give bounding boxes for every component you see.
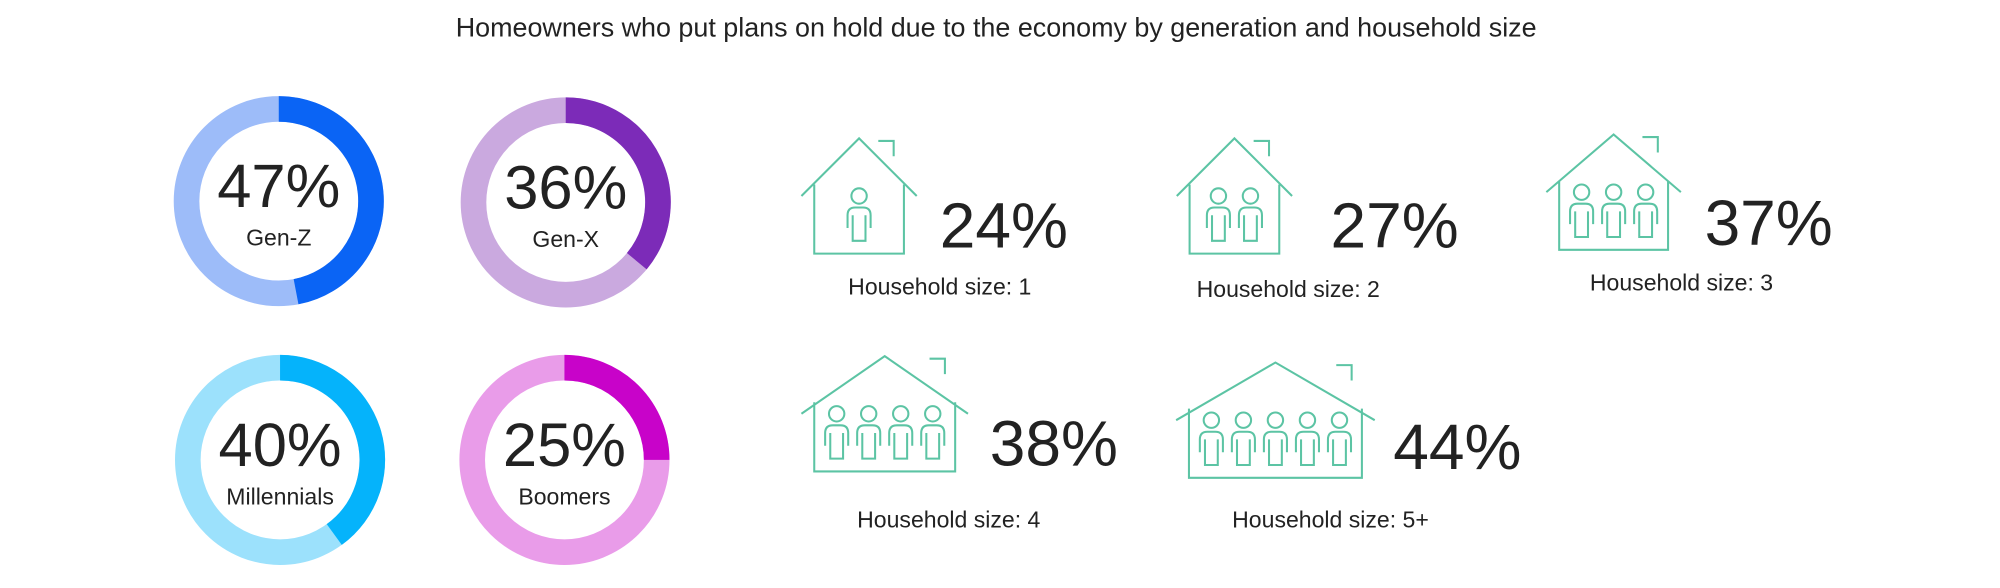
house-outline xyxy=(1175,361,1376,479)
person-head xyxy=(1604,183,1623,201)
stat-label: Household size: 4 xyxy=(857,506,1040,532)
stat-value: 44% xyxy=(1393,411,1521,483)
person-head xyxy=(1241,187,1260,205)
person-head xyxy=(827,405,846,423)
donut-arc xyxy=(564,354,670,461)
donut-label: Boomers xyxy=(518,483,610,509)
stat-value: 38% xyxy=(990,407,1118,479)
person-body xyxy=(1198,430,1224,467)
person-head xyxy=(859,405,878,423)
person-body xyxy=(1262,430,1288,467)
house-icon xyxy=(1175,361,1376,479)
stat-value: 24% xyxy=(940,190,1068,262)
person-body xyxy=(824,424,850,460)
house-outline xyxy=(1176,136,1293,255)
house-icon xyxy=(800,136,918,255)
house-outline xyxy=(800,136,918,255)
person-head xyxy=(850,187,868,205)
person-head xyxy=(1330,411,1349,429)
person-head xyxy=(1234,411,1253,429)
donut-value: 47% xyxy=(217,152,340,221)
house-icon xyxy=(800,354,969,473)
person-head xyxy=(892,405,910,423)
donut-label: Millennials xyxy=(226,483,334,509)
stat-value: 27% xyxy=(1331,190,1459,262)
title: Homeowners who put plans on hold due to … xyxy=(456,13,1537,43)
person-body xyxy=(1633,202,1659,239)
person-body xyxy=(920,424,946,460)
person-head xyxy=(924,405,942,423)
house-outline xyxy=(1545,133,1682,251)
house-icon xyxy=(1545,133,1682,251)
donut-arc xyxy=(278,96,384,305)
person-head xyxy=(1266,411,1285,429)
house-icon xyxy=(1176,136,1293,255)
donut-value: 25% xyxy=(503,411,626,480)
stat-value: 37% xyxy=(1705,187,1833,259)
person-body xyxy=(846,206,872,242)
person-head xyxy=(1572,183,1591,201)
person-body xyxy=(856,424,882,460)
person-body xyxy=(1569,202,1595,239)
stat-label: Household size: 5+ xyxy=(1232,506,1429,532)
person-head xyxy=(1636,183,1655,201)
donut-value: 36% xyxy=(504,153,627,222)
person-body xyxy=(888,424,914,460)
person-head xyxy=(1202,411,1221,429)
stat-label: Household size: 3 xyxy=(1590,269,1773,295)
person-body xyxy=(1205,206,1231,242)
donut-label: Gen-X xyxy=(532,226,599,252)
person-body xyxy=(1230,430,1256,467)
person-body xyxy=(1237,206,1263,242)
person-head xyxy=(1209,187,1228,205)
donut-label: Gen-Z xyxy=(246,225,311,251)
person-body xyxy=(1294,430,1321,467)
stat-label: Household size: 1 xyxy=(848,273,1031,299)
person-head xyxy=(1298,411,1317,429)
donut-value: 40% xyxy=(219,411,342,480)
donut-arc xyxy=(279,354,386,545)
person-body xyxy=(1326,430,1353,467)
stat-label: Household size: 2 xyxy=(1197,276,1380,302)
house-outline xyxy=(800,354,969,473)
person-body xyxy=(1601,202,1627,239)
donut-arc xyxy=(565,97,671,270)
